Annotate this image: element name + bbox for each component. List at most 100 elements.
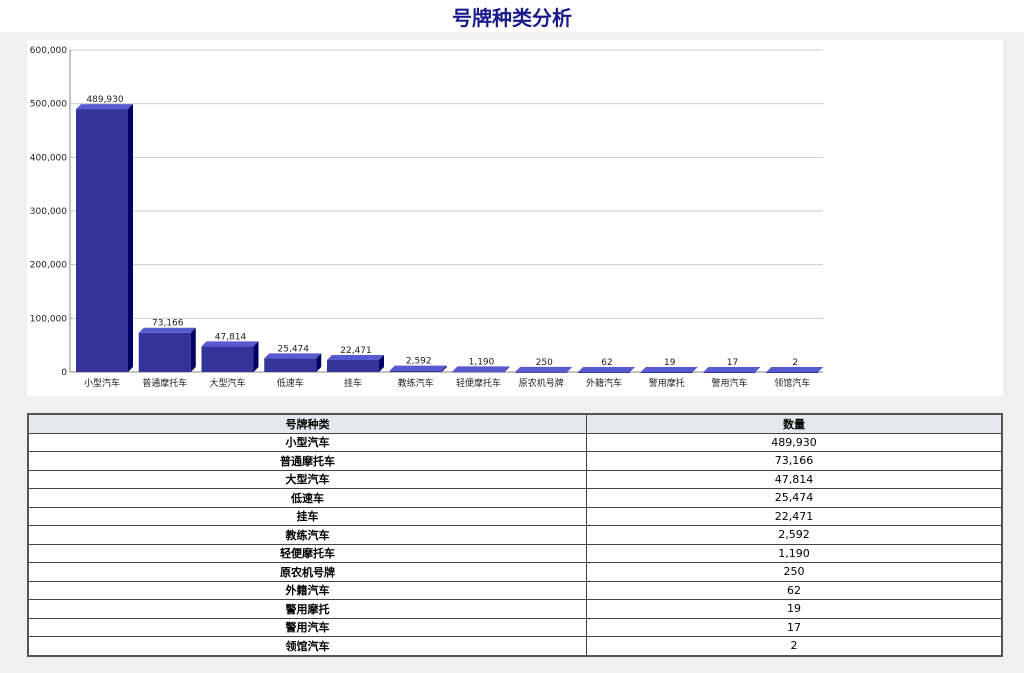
bar — [578, 371, 630, 373]
y-tick-label: 0 — [61, 368, 67, 378]
bar-top — [515, 366, 573, 372]
count-cell: 25,474 — [586, 488, 1003, 508]
bar-top — [264, 353, 322, 359]
x-tick-label: 大型汽车 — [209, 377, 245, 389]
bar-top — [389, 365, 447, 371]
count-cell: 489,930 — [586, 432, 1003, 452]
data-label: 73,166 — [152, 319, 184, 329]
table-row: 小型汽车 489,930 — [27, 432, 1003, 452]
x-tick-label: 警用汽车 — [711, 377, 747, 389]
count-cell: 1,190 — [586, 543, 1003, 563]
bar-side — [128, 104, 133, 373]
plate-type-cell: 轻便摩托车 — [27, 543, 587, 563]
data-label: 250 — [536, 358, 553, 368]
x-tick-label: 普通摩托车 — [142, 377, 187, 389]
table-row: 警用汽车 17 — [27, 617, 1003, 637]
plate-type-cell: 普通摩托车 — [27, 451, 587, 471]
data-table: 号牌种类 数量 小型汽车 489,930 普通摩托车 73,166 大型汽车 47,814… — [27, 413, 1003, 657]
y-tick-label: 100,000 — [30, 314, 67, 324]
bar-side — [755, 366, 761, 372]
table-row: 外籍汽车 62 — [27, 580, 1003, 600]
bar-top — [452, 366, 510, 372]
plate-type-cell: 原农机号牌 — [27, 562, 587, 582]
bar — [766, 371, 819, 373]
bar-side — [567, 366, 573, 372]
count-cell: 250 — [586, 562, 1003, 582]
bar — [138, 332, 191, 372]
y-tick-label: 500,000 — [30, 100, 67, 110]
plate-type-cell: 低速车 — [27, 488, 587, 508]
y-tick-label: 300,000 — [30, 207, 67, 217]
header-plate-type: 号牌种类 — [27, 413, 587, 434]
header-count: 数量 — [586, 413, 1003, 434]
data-label: 2 — [792, 358, 798, 368]
bar-top — [138, 327, 196, 333]
count-cell: 22,471 — [586, 506, 1003, 526]
table-row: 原农机号牌 250 — [27, 562, 1003, 582]
plate-type-cell: 外籍汽车 — [27, 580, 587, 600]
bar — [703, 371, 756, 373]
page-title: 号牌种类分析 — [452, 6, 572, 30]
table-row: 轻便摩托车 1,190 — [27, 543, 1003, 563]
x-tick-label: 警用摩托 — [649, 377, 685, 389]
plate-type-cell: 教练汽车 — [27, 525, 587, 545]
bar — [640, 371, 693, 373]
x-tick-label: 挂车 — [344, 377, 362, 389]
bar — [389, 370, 442, 372]
bar-top — [578, 366, 635, 372]
plate-type-cell: 领馆汽车 — [27, 636, 587, 656]
x-tick-label: 低速车 — [277, 377, 304, 389]
data-label: 17 — [727, 358, 738, 368]
bar-side — [379, 354, 384, 372]
y-tick-label: 600,000 — [30, 46, 67, 56]
count-cell: 47,814 — [586, 469, 1003, 489]
bar-side — [692, 366, 698, 372]
bar — [327, 359, 379, 372]
bar-side — [818, 366, 824, 372]
data-label: 19 — [664, 358, 676, 368]
x-tick-label: 外籍汽车 — [586, 377, 622, 389]
bar-top — [76, 104, 133, 110]
x-tick-label: 轻便摩托车 — [456, 377, 501, 389]
bar-side — [630, 366, 635, 372]
plate-type-cell: 警用汽车 — [27, 617, 587, 637]
x-tick-label: 领馆汽车 — [774, 377, 810, 389]
plate-type-cell: 小型汽车 — [27, 432, 587, 452]
table-row: 挂车 22,471 — [27, 506, 1003, 526]
data-label: 25,474 — [278, 344, 310, 354]
bar-top — [703, 366, 761, 372]
bar-top — [201, 341, 259, 347]
count-cell: 2,592 — [586, 525, 1003, 545]
bar-side — [190, 327, 196, 372]
table-row: 普通摩托车 73,166 — [27, 451, 1003, 471]
count-cell: 2 — [586, 636, 1003, 656]
y-tick-label: 200,000 — [30, 261, 67, 271]
data-label: 62 — [601, 358, 612, 368]
count-cell: 19 — [586, 599, 1003, 619]
bar-top — [640, 366, 698, 372]
bar-side — [504, 366, 510, 372]
x-tick-label: 教练汽车 — [398, 377, 434, 389]
count-cell: 17 — [586, 617, 1003, 637]
bar-chart: 0 100,000 200,000 300,000 400,000 500,000 600,… — [30, 46, 824, 389]
plate-type-cell: 警用摩托 — [27, 599, 587, 619]
plate-type-cell: 大型汽车 — [27, 469, 587, 489]
table-row: 大型汽车 47,814 — [27, 469, 1003, 489]
table-row: 警用摩托 19 — [27, 599, 1003, 619]
data-label: 489,930 — [86, 95, 123, 105]
bar-top — [327, 354, 384, 360]
bar — [201, 346, 254, 372]
bar-side — [316, 353, 322, 372]
bar — [76, 109, 128, 373]
data-label: 47,814 — [215, 332, 247, 342]
x-tick-label: 原农机号牌 — [519, 377, 564, 389]
bar — [515, 371, 568, 373]
count-cell: 62 — [586, 580, 1003, 600]
y-tick-label: 400,000 — [30, 153, 67, 163]
bar — [452, 371, 505, 373]
data-label: 22,471 — [340, 346, 372, 356]
data-label: 1,190 — [469, 357, 495, 367]
table-row: 教练汽车 2,592 — [27, 525, 1003, 545]
data-label: 2,592 — [406, 357, 432, 367]
x-tick-label: 小型汽车 — [84, 377, 120, 389]
